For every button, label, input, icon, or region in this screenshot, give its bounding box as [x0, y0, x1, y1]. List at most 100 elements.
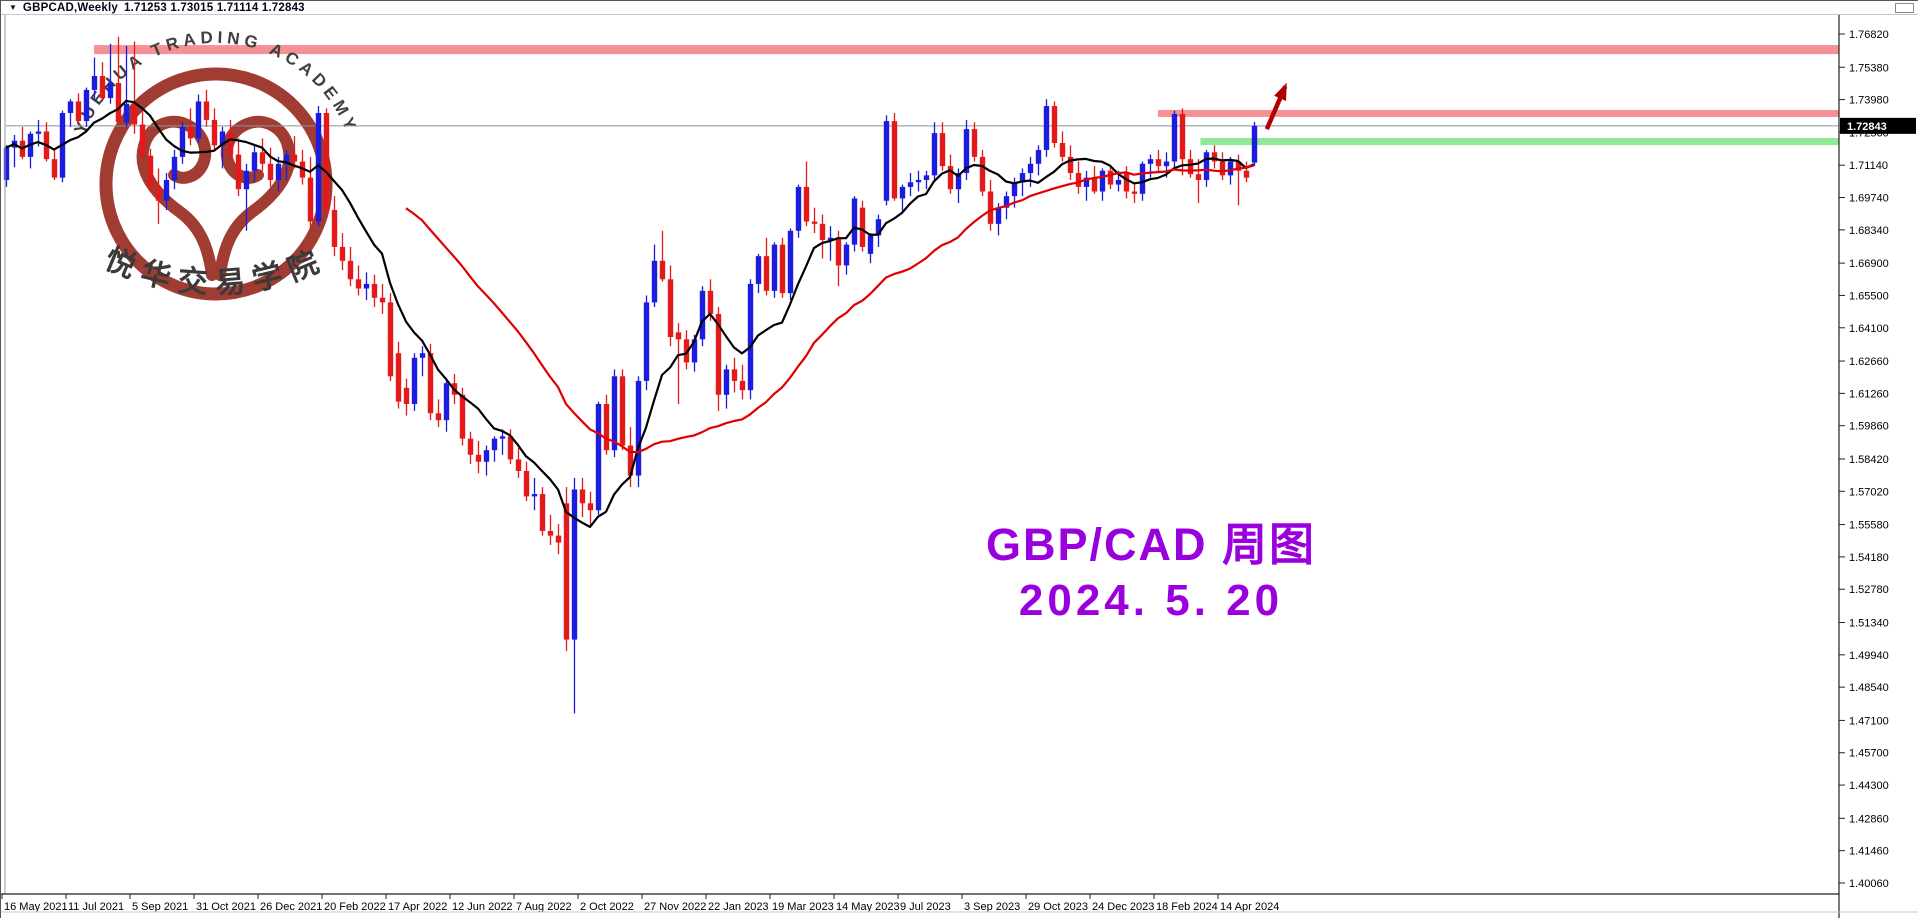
candle-bear [675, 332, 682, 340]
candle-bull [419, 353, 426, 358]
date-tick-label: 20 Feb 2022 [324, 901, 386, 913]
candle-bull [91, 76, 98, 90]
candle-bear [779, 244, 786, 294]
candle-bear [267, 163, 274, 180]
price-tick-label: 1.55580 [1849, 520, 1889, 532]
candle-bull [747, 283, 754, 391]
candle-bull [363, 283, 370, 289]
date-tick-label: 11 Jul 2021 [68, 901, 124, 913]
candle-bear [667, 279, 674, 338]
date-tick-label: 9 Jul 2023 [900, 901, 951, 913]
price-tick-label: 1.48540 [1849, 682, 1889, 694]
candle-bull [795, 186, 802, 231]
price-tick-label: 1.64100 [1849, 323, 1889, 335]
candle-bear [347, 260, 354, 280]
candle-bull [1227, 161, 1234, 176]
candle-bull [755, 256, 762, 284]
candle-bear [291, 154, 298, 162]
candle-bull [83, 89, 90, 122]
candle-bull [1115, 179, 1122, 185]
date-tick-label: 2 Oct 2022 [580, 901, 634, 913]
candle-bear [731, 369, 738, 381]
candle-bull [643, 302, 650, 381]
candle-bull [1163, 161, 1170, 167]
candle-bull [531, 494, 538, 497]
candle-bear [971, 129, 978, 157]
price-tick-label: 1.42860 [1849, 813, 1889, 825]
candle-bull [3, 147, 10, 180]
date-tick-label: 26 Dec 2021 [260, 901, 322, 913]
candle-bull [1099, 170, 1106, 192]
candle-bear [715, 313, 722, 395]
date-tick-label: 22 Jan 2023 [708, 901, 769, 913]
candle-bear [227, 131, 234, 155]
price-tick-label: 1.44300 [1849, 780, 1889, 792]
candle-bear [563, 503, 570, 640]
price-tick-label: 1.71140 [1849, 160, 1888, 172]
price-tick-label: 1.52780 [1849, 584, 1889, 596]
candle-bear [1123, 173, 1130, 192]
chart-dropdown-icon[interactable]: ▼ [9, 2, 17, 12]
candle-bear [539, 494, 546, 532]
candle-bear [75, 101, 82, 122]
candle-bear [819, 223, 826, 241]
date-tick-label: 18 Feb 2024 [1156, 901, 1218, 913]
candle-bear [187, 126, 194, 139]
candle-bear [155, 186, 162, 201]
candle-bull [1019, 173, 1026, 183]
date-tick-label: 29 Oct 2023 [1028, 901, 1088, 913]
candle-bear [147, 155, 154, 187]
candle-bull [251, 152, 258, 171]
price-tick-label: 1.76820 [1849, 29, 1889, 41]
candle-bull [195, 101, 202, 139]
candle-bull [499, 436, 506, 439]
candle-bull [875, 219, 882, 236]
current-price-box [1840, 117, 1916, 134]
candle-bull [595, 403, 602, 511]
candle-bull [923, 175, 930, 180]
candle-bull [571, 489, 578, 640]
price-tick-label: 1.58420 [1849, 454, 1889, 466]
candle-bear [1243, 170, 1250, 178]
candle-bull [163, 179, 170, 201]
price-tick-label: 1.57020 [1849, 486, 1889, 498]
candle-bull [443, 383, 450, 421]
candle-bear [115, 82, 122, 123]
candle-bull [851, 198, 858, 245]
price-tick-label: 1.61260 [1849, 388, 1889, 400]
candle-bear [1187, 159, 1194, 175]
date-tick-label: 27 Nov 2022 [644, 901, 706, 913]
candle-bull [491, 438, 498, 451]
candle-bear [435, 413, 442, 421]
candle-bear [659, 260, 666, 280]
candle-bear [387, 302, 394, 377]
ma-fast-line [5, 99, 1255, 528]
candle-bear [515, 459, 522, 471]
candle-bear [403, 387, 410, 404]
candle-bull [411, 357, 418, 404]
candle-bear [547, 531, 554, 536]
current-price-value: 1.72843 [1847, 121, 1887, 133]
candle-bear [763, 256, 770, 291]
candle-bear [371, 283, 378, 298]
candle-bull [275, 163, 282, 180]
candle-bear [355, 279, 362, 289]
chart-title-symbol: GBPCAD,Weekly [22, 1, 118, 14]
candle-bull [123, 103, 130, 123]
candle-bull [1139, 163, 1146, 194]
resistance-zone-upper [94, 45, 1839, 55]
candle-bull [827, 237, 834, 241]
candle-bear [339, 246, 346, 261]
candle-bull [283, 154, 290, 164]
axis-corner-button[interactable] [1895, 3, 1914, 13]
candle-bear [555, 535, 562, 543]
logo-petal-right [214, 115, 296, 281]
candle-bull [867, 235, 874, 254]
candle-bull [723, 369, 730, 395]
logo-petal-left [136, 115, 218, 281]
candle-bear [947, 166, 954, 190]
candle-bear [835, 237, 842, 266]
candle-bull [67, 101, 74, 113]
candle-bear [507, 436, 514, 460]
